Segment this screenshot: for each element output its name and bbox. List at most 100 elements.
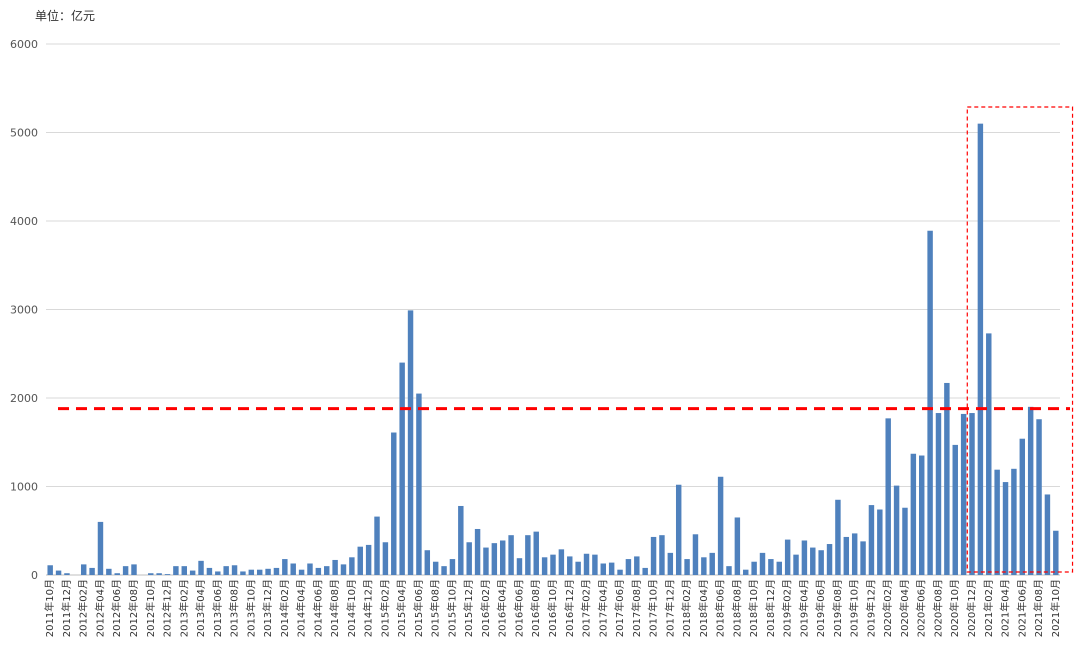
x-tick-label: 2019年06月 [814, 579, 827, 637]
bar [759, 552, 766, 575]
y-axis: 0 1000 2000 3000 4000 5000 6000 [10, 38, 38, 582]
bar [726, 566, 732, 575]
x-tick-label: 2013年02月 [177, 579, 190, 637]
bar [977, 123, 984, 576]
x-tick-label: 2017年02月 [580, 579, 593, 637]
bar [986, 333, 992, 575]
bar [952, 444, 958, 575]
x-tick-label: 2013年04月 [194, 579, 207, 637]
bar [717, 476, 724, 575]
bar [416, 393, 422, 575]
bar [784, 539, 791, 575]
bar [902, 507, 908, 575]
bar [458, 505, 464, 575]
x-tick-label: 2020年10月 [948, 579, 961, 637]
x-tick-label: 2014年02月 [278, 579, 291, 637]
bar [826, 544, 833, 575]
x-tick-label: 2017年04月 [596, 579, 609, 637]
bar [625, 559, 632, 575]
x-tick-label: 2012年02月 [77, 579, 90, 637]
x-tick-label: 2020年12月 [965, 579, 978, 637]
unit-label: 单位：亿元 [35, 9, 96, 23]
bar [399, 362, 405, 575]
bar [215, 571, 221, 575]
bar [709, 552, 715, 575]
x-tick-label: 2018年10月 [747, 579, 760, 637]
bar [801, 540, 808, 575]
bar [860, 541, 866, 575]
x-tick-label: 2015年10月 [445, 579, 458, 637]
x-tick-label: 2013年10月 [244, 579, 257, 637]
bar [198, 560, 204, 575]
x-tick-label: 2021年04月 [999, 579, 1012, 637]
bar [575, 561, 581, 575]
x-tick-label: 2013年08月 [228, 579, 241, 637]
bar [424, 550, 431, 575]
bar [474, 528, 481, 575]
bar [1036, 419, 1042, 575]
x-tick-label: 2018年02月 [680, 579, 693, 637]
x-tick-label: 2015年06月 [412, 579, 425, 637]
bar [483, 547, 489, 575]
bar [634, 556, 640, 575]
bar [927, 230, 933, 576]
bar [751, 561, 757, 575]
x-tick-label: 2014年12月 [362, 579, 375, 637]
bar [298, 569, 305, 575]
x-tick-label: 2020年04月 [898, 579, 911, 637]
bar [265, 568, 271, 575]
x-tick-label: 2019年02月 [781, 579, 794, 637]
bar [499, 540, 506, 575]
bar [97, 521, 104, 575]
x-tick-label: 2014年06月 [311, 579, 324, 637]
bar [541, 557, 548, 575]
bar [349, 557, 355, 575]
bar [851, 533, 858, 575]
bar [114, 573, 120, 575]
bar [810, 547, 816, 575]
x-tick-label: 2018年08月 [730, 579, 743, 637]
bar [106, 568, 112, 575]
bar [256, 569, 263, 575]
bar [47, 565, 53, 575]
bar [608, 562, 615, 575]
bar [910, 453, 917, 575]
x-tick-label: 2021年08月 [1032, 579, 1045, 637]
bar [650, 536, 657, 575]
bar [64, 573, 70, 575]
x-tick-label: 2016年08月 [529, 579, 542, 637]
x-tick-label: 2016年10月 [546, 579, 559, 637]
x-tick-label: 2011年12月 [60, 579, 73, 637]
bar [407, 310, 414, 575]
bar [1019, 438, 1026, 575]
bar [692, 534, 699, 575]
bar [164, 574, 171, 575]
bar [877, 509, 883, 575]
bar [516, 558, 523, 575]
bar [89, 567, 95, 575]
y-tick-label: 6000 [10, 38, 38, 51]
bar [374, 516, 380, 575]
bar [1027, 406, 1034, 575]
bar [466, 542, 472, 575]
bar [533, 531, 539, 575]
x-tick-label: 2018年04月 [697, 579, 710, 637]
bar [449, 559, 456, 575]
bar [868, 505, 875, 575]
annotations [58, 106, 1074, 573]
bar [835, 499, 841, 575]
bar [273, 567, 280, 575]
bar [148, 573, 154, 575]
x-tick-label: 2017年10月 [647, 579, 660, 637]
x-axis: 2011年10月 2011年12月 2012年02月 2012年04月 2012年06月… [43, 579, 1062, 637]
x-tick-label: 2015年04月 [395, 579, 408, 637]
x-tick-label: 2019年04月 [797, 579, 810, 637]
bar [240, 571, 246, 575]
bar [122, 566, 129, 575]
x-tick-label: 2019年12月 [864, 579, 877, 637]
x-tick-label: 2012年10月 [144, 579, 157, 637]
bar [600, 563, 607, 575]
x-tick-label: 2019年08月 [831, 579, 844, 637]
x-tick-label: 2021年02月 [982, 579, 995, 637]
